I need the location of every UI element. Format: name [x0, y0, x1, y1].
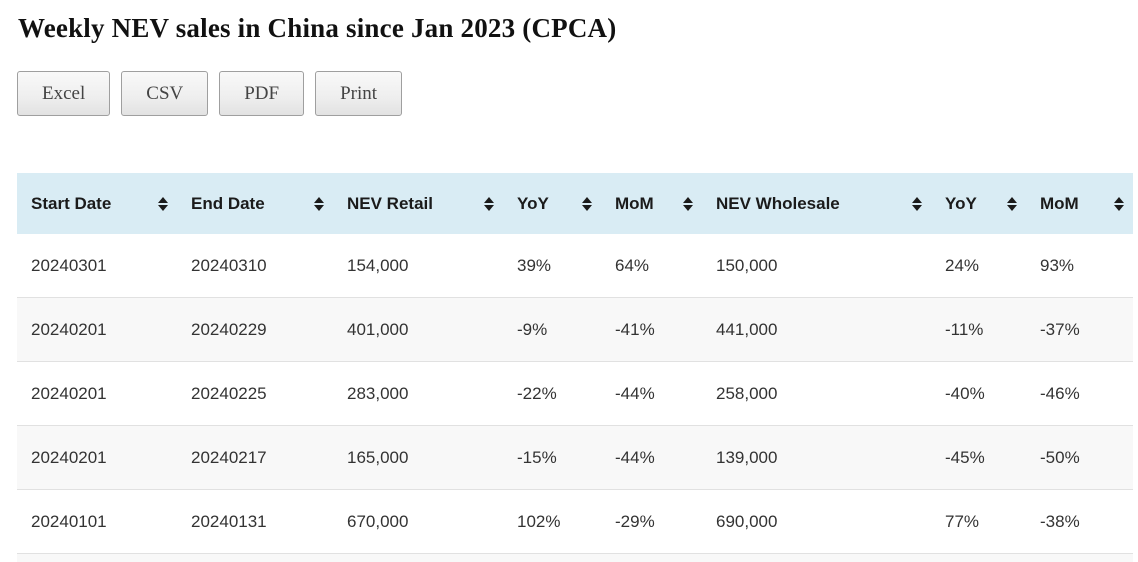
- column-header-label: YoY: [517, 193, 549, 213]
- sort-icon[interactable]: [484, 196, 494, 211]
- cell-retail-mom: -29%: [615, 511, 655, 531]
- cell-nev-retail: 670,000: [347, 511, 409, 531]
- cell-wholesale-mom: -46%: [1040, 383, 1080, 403]
- table-row-partial: [17, 553, 1133, 562]
- export-button-print[interactable]: Print: [315, 71, 403, 116]
- column-header-wholesale-mom[interactable]: MoM: [1026, 173, 1133, 234]
- cell-wholesale-yoy: 77%: [945, 511, 980, 531]
- cell-nev-wholesale: 690,000: [716, 511, 778, 531]
- cell-retail-mom: -44%: [615, 383, 655, 403]
- column-header-retail-yoy[interactable]: YoY: [503, 173, 601, 234]
- cell-retail-yoy: 39%: [517, 255, 552, 275]
- sort-icon[interactable]: [582, 196, 592, 211]
- column-header-start-date[interactable]: Start Date: [17, 173, 177, 234]
- cell-wholesale-mom: -37%: [1040, 319, 1080, 339]
- cell-wholesale-mom: -50%: [1040, 447, 1080, 467]
- cell-retail-mom: -41%: [615, 319, 655, 339]
- column-header-retail-mom[interactable]: MoM: [601, 173, 702, 234]
- cell-wholesale-mom: -38%: [1040, 511, 1080, 531]
- cell-retail-yoy: -9%: [517, 319, 548, 339]
- table-header: Start Date End Date NEV Retail: [17, 173, 1133, 234]
- page-title: Weekly NEV sales in China since Jan 2023…: [18, 13, 617, 43]
- cell-end-date: 20240229: [191, 319, 267, 339]
- export-button-csv[interactable]: CSV: [121, 71, 209, 116]
- page-container: Weekly NEV sales in China since Jan 2023…: [0, 12, 1138, 562]
- cell-nev-wholesale: 441,000: [716, 319, 778, 339]
- column-header-label: YoY: [945, 193, 977, 213]
- column-header-wholesale-yoy[interactable]: YoY: [931, 173, 1026, 234]
- cell-start-date: 20240101: [31, 511, 107, 531]
- export-toolbar: Excel CSV PDF Print: [17, 71, 1138, 116]
- sort-icon[interactable]: [314, 196, 324, 211]
- cell-retail-mom: 64%: [615, 255, 650, 275]
- cell-retail-yoy: -22%: [517, 383, 557, 403]
- cell-end-date: 20240225: [191, 383, 267, 403]
- cell-nev-wholesale: 139,000: [716, 447, 778, 467]
- table-row: 20240101 20240131 670,000 102% -29% 690,…: [17, 489, 1133, 554]
- column-header-label: MoM: [615, 193, 654, 213]
- sort-icon[interactable]: [683, 196, 693, 211]
- cell-wholesale-mom: 93%: [1040, 255, 1075, 275]
- cell-nev-retail: 154,000: [347, 255, 409, 275]
- export-button-excel[interactable]: Excel: [17, 71, 111, 116]
- cell-end-date: 20240310: [191, 255, 267, 275]
- sort-icon[interactable]: [158, 196, 168, 211]
- column-header-nev-retail[interactable]: NEV Retail: [333, 173, 503, 234]
- cell-wholesale-yoy: -40%: [945, 383, 985, 403]
- column-header-end-date[interactable]: End Date: [177, 173, 333, 234]
- cell-start-date: 20240301: [31, 255, 107, 275]
- column-header-label: Start Date: [31, 193, 112, 213]
- export-button-pdf[interactable]: PDF: [219, 71, 305, 116]
- cell-start-date: 20240201: [31, 447, 107, 467]
- cell-nev-retail: 165,000: [347, 447, 409, 467]
- table-row: 20240201 20240217 165,000 -15% -44% 139,…: [17, 425, 1133, 490]
- table-row: 20240201 20240229 401,000 -9% -41% 441,0…: [17, 297, 1133, 362]
- cell-wholesale-yoy: -11%: [945, 319, 984, 339]
- column-header-label: NEV Wholesale: [716, 193, 840, 213]
- cell-wholesale-yoy: 24%: [945, 255, 980, 275]
- table-body: 20240301 20240310 154,000 39% 64% 150,00…: [17, 234, 1133, 562]
- cell-retail-yoy: -15%: [517, 447, 557, 467]
- sort-icon[interactable]: [1114, 196, 1124, 211]
- cell-retail-yoy: 102%: [517, 511, 561, 531]
- cell-wholesale-yoy: -45%: [945, 447, 985, 467]
- column-header-nev-wholesale[interactable]: NEV Wholesale: [702, 173, 931, 234]
- cell-end-date: 20240217: [191, 447, 267, 467]
- sort-icon[interactable]: [1007, 196, 1017, 211]
- table-row: 20240301 20240310 154,000 39% 64% 150,00…: [17, 234, 1133, 298]
- cell-nev-retail: 283,000: [347, 383, 409, 403]
- sort-icon[interactable]: [912, 196, 922, 211]
- cell-nev-wholesale: 258,000: [716, 383, 778, 403]
- column-header-label: NEV Retail: [347, 193, 433, 213]
- cell-nev-retail: 401,000: [347, 319, 409, 339]
- cell-nev-wholesale: 150,000: [716, 255, 778, 275]
- cell-start-date: 20240201: [31, 383, 107, 403]
- column-header-label: End Date: [191, 193, 265, 213]
- cell-start-date: 20240201: [31, 319, 107, 339]
- nev-sales-table: Start Date End Date NEV Retail: [17, 173, 1133, 562]
- column-header-label: MoM: [1040, 193, 1079, 213]
- table-row: 20240201 20240225 283,000 -22% -44% 258,…: [17, 361, 1133, 426]
- cell-retail-mom: -44%: [615, 447, 655, 467]
- cell-end-date: 20240131: [191, 511, 267, 531]
